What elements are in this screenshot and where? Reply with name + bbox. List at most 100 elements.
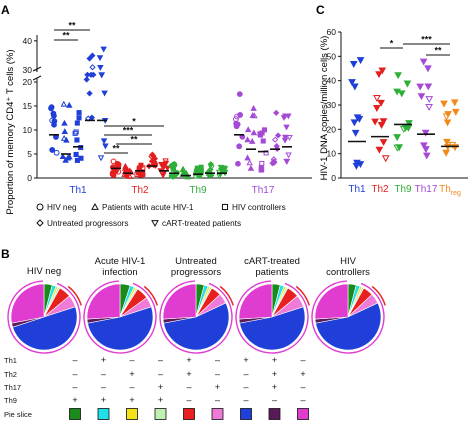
panel-a-legend-marker: [221, 203, 229, 211]
panel-a-sig-label: **: [130, 135, 138, 145]
panel-a-point: [83, 76, 90, 83]
panel-a-legend-marker: [36, 219, 44, 227]
panel-b-row-label: Th17: [4, 383, 21, 392]
panel-c-point: [440, 100, 448, 108]
panel-a-legend-label: HIV controllers: [232, 203, 286, 212]
panel-c-sig-label: *: [390, 39, 394, 49]
panel-c-ytick-label: 50: [327, 51, 337, 61]
panel-b-slice-swatch: [69, 408, 81, 420]
panel-a-point: [151, 155, 159, 162]
panel-a-point: [198, 168, 204, 174]
panel-a-point: [261, 127, 267, 133]
panel-a-point: [221, 169, 228, 176]
panel-a-point: [282, 134, 289, 141]
panel-a-point: [244, 126, 252, 133]
panel-b-combination-sign: +: [300, 369, 305, 379]
panel-a-point: [53, 149, 60, 156]
panel-a-ytick-label: 20: [23, 77, 33, 87]
panel-c-point: [403, 80, 412, 88]
panel-a-sig-label: ***: [123, 126, 134, 136]
panel-c-medians: [348, 123, 459, 148]
panel-c-point: [451, 108, 460, 116]
panel-c-category-label: Th9: [394, 184, 412, 195]
panel-a-point: [236, 91, 243, 98]
panel-b-pie: [311, 280, 386, 354]
panel-c-point: [424, 65, 432, 73]
panel-a-group-label: Th17: [252, 185, 275, 196]
panel-b-combination-sign: +: [158, 382, 163, 392]
panel-c-point: [448, 141, 457, 149]
panel-a-point: [162, 158, 169, 165]
panel-a-significance: ************: [54, 21, 164, 154]
panel-a-point: [126, 173, 134, 179]
panel-a-point: [97, 155, 105, 162]
panel-a-group-labels: Th1 Th2 Th9 Th17: [69, 185, 274, 196]
panel-b-combination-sign: +: [101, 395, 106, 405]
panel-c-ylabel: HIV-1 DNA copies/million cells (%): [319, 36, 330, 181]
panel-a-point: [248, 137, 256, 144]
panel-b-slice-swatch: [154, 408, 167, 420]
panel-a-ytick-label: 30: [23, 65, 33, 75]
panel-c-point: [442, 149, 450, 157]
panel-a-point: [73, 129, 79, 135]
panel-a-point: [89, 52, 96, 59]
panel-c-point: [424, 83, 433, 91]
panel-b-row-label: Th2: [4, 370, 17, 379]
panel-c-point: [399, 126, 408, 133]
panel-a-point: [110, 158, 117, 165]
panel-b-combination-sign: +: [272, 382, 277, 392]
panel-a-point: [98, 72, 106, 79]
panel-b-combination-sign: –: [186, 395, 191, 405]
panel-a-point: [271, 158, 278, 166]
panel-a-medians: [49, 119, 292, 177]
panel-b-slice-swatch: [126, 408, 138, 420]
panel-b-combination-sign: –: [129, 382, 134, 392]
panel-c-sig-label: **: [434, 46, 442, 56]
panel-c-point: [350, 83, 359, 91]
panel-b-combination-sign: –: [129, 355, 134, 365]
panel-b-slice-swatch: [240, 408, 252, 420]
panel-a-legend-label: cART-treated patients: [162, 219, 241, 228]
panel-a-point: [158, 161, 165, 168]
panel-a-point: [260, 138, 266, 144]
panel-b-slice-swatch: [211, 408, 224, 420]
panel-a-point: [51, 112, 57, 119]
panel-a-point: [235, 160, 241, 167]
panel-b-pie-arc: [219, 285, 234, 306]
panel-b-combination-sign: +: [72, 395, 77, 405]
panel-b-combination-sign: +: [272, 355, 277, 365]
panel-a-point: [283, 159, 290, 165]
panel-a-point: [66, 101, 73, 108]
panel-a-ylabel: Proportion of memory CD4⁺ T cells (%): [5, 49, 16, 214]
panel-b-combination-sign: –: [272, 395, 277, 405]
panel-a-legend-label: Untreated progressors: [47, 219, 128, 228]
panel-a-ytick-label: 0: [27, 173, 32, 183]
panel-b-combination-sign: –: [158, 369, 163, 379]
panel-b-combination-sign: +: [186, 355, 191, 365]
panel-c-point: [379, 139, 388, 147]
panel-b-combination-sign: –: [215, 369, 220, 379]
panel-b-pie-title: progressors: [171, 267, 221, 278]
panel-c-point: [393, 88, 401, 96]
panel-b-pie-title: controllers: [326, 267, 370, 278]
panel-a-point: [73, 151, 79, 158]
panel-b-slice-swatch: [268, 408, 281, 420]
panel-c-point: [443, 138, 451, 146]
panel-c-significance: * *****: [380, 35, 450, 56]
panel-b-combination-sign: –: [300, 355, 305, 365]
panel-b-pie-slice: [162, 283, 197, 320]
panel-b-combination-sign: –: [215, 355, 220, 365]
panel-b-combination-sign: +: [129, 369, 134, 379]
panel-a-point: [74, 157, 80, 163]
panel-a-point: [168, 172, 175, 179]
panel-b-pie-arc: [235, 280, 309, 354]
panel-b-combination-table: Th1 Th2 Th17 Th9 Pie slice – – – + + – – + – + – + – – + + + +…: [4, 355, 309, 420]
panel-c-point: [393, 134, 402, 142]
panel-a-point: [60, 135, 68, 141]
panel-b-label: B: [1, 247, 10, 261]
panel-a-point: [207, 161, 214, 168]
panel-c-point: [450, 99, 459, 107]
panel-c-point: [381, 155, 390, 163]
